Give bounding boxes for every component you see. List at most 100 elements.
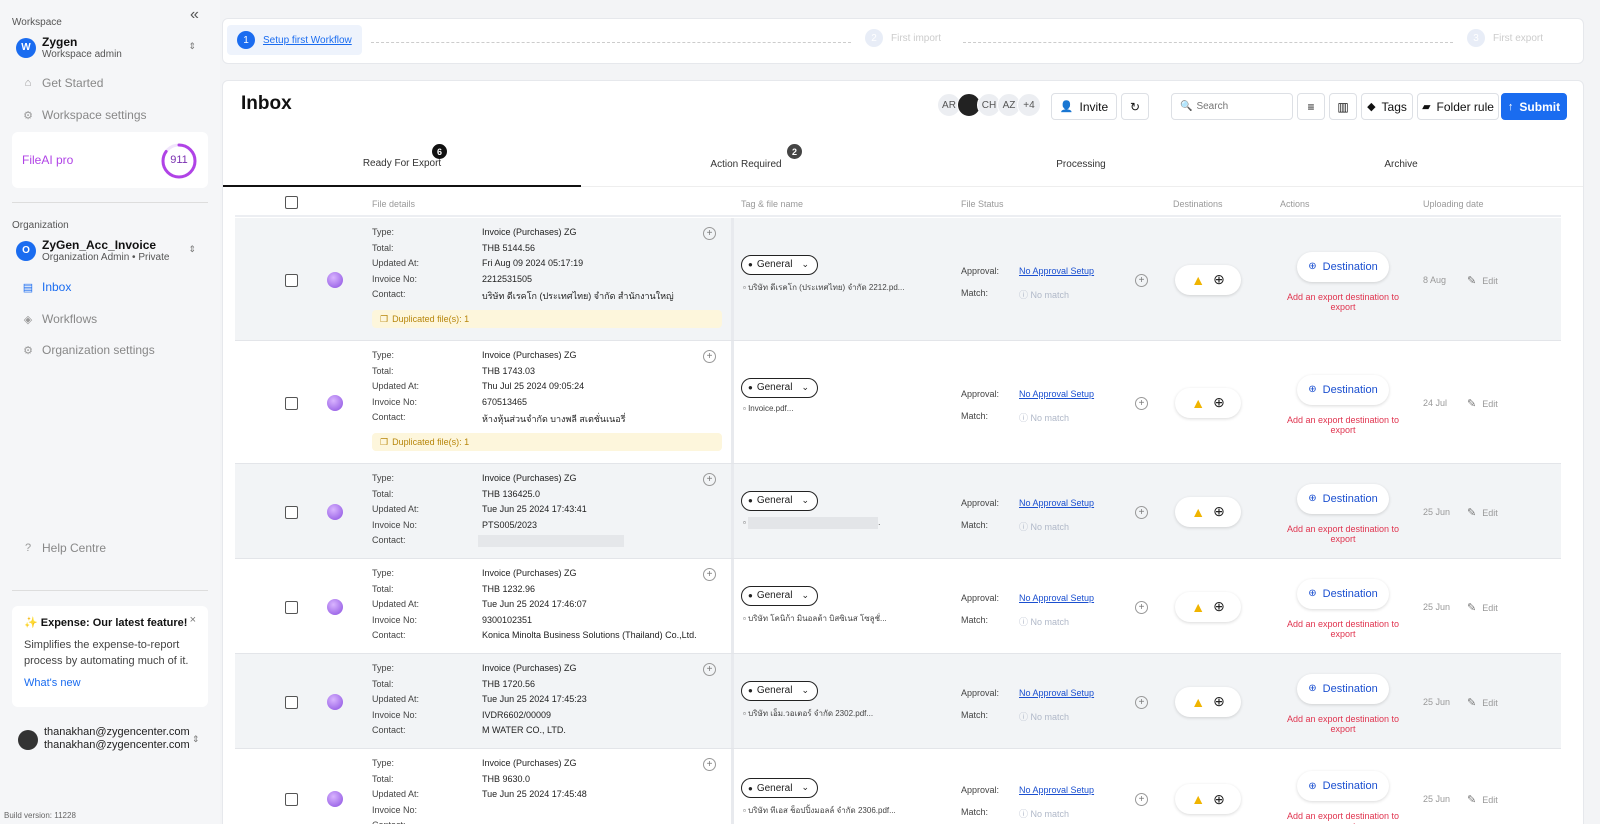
file-name[interactable]: ▫ . bbox=[743, 516, 881, 529]
field-label: Contact: bbox=[372, 630, 406, 640]
table-row[interactable]: Type: Invoice (Purchases) ZG Total: THB 172… bbox=[235, 654, 1561, 749]
destination-status[interactable]: ▲ ⊕ bbox=[1175, 496, 1241, 527]
add-circle-icon: ⊕ bbox=[1213, 598, 1225, 614]
edit-button[interactable]: ✎ Edit bbox=[1467, 274, 1498, 287]
user-menu[interactable]: thanakhan@zygencenter.com thanakhan@zyge… bbox=[18, 726, 208, 756]
no-approval-setup-link[interactable]: No Approval Setup bbox=[1019, 497, 1095, 508]
file-name[interactable]: ▫ บริษัท ดีเรคโก (ประเทศไทย) จำกัด 2212.… bbox=[743, 282, 905, 292]
table-row[interactable]: Type: Invoice (Purchases) ZG Total: THB 136… bbox=[235, 464, 1561, 559]
row-checkbox[interactable] bbox=[285, 695, 298, 709]
tab-archive[interactable]: Archive bbox=[1384, 158, 1418, 170]
add-destination-icon[interactable]: + bbox=[1135, 600, 1148, 614]
nav-inbox[interactable]: ▤ Inbox bbox=[22, 280, 72, 294]
select-all-checkbox[interactable] bbox=[285, 196, 298, 209]
destination-button[interactable]: ⊕ Destination bbox=[1297, 673, 1389, 704]
row-checkbox[interactable] bbox=[285, 600, 298, 614]
destination-button[interactable]: ⊕ Destination bbox=[1297, 578, 1389, 609]
destination-status[interactable]: ▲ ⊕ bbox=[1175, 264, 1241, 295]
pencil-icon: ✎ bbox=[1467, 794, 1477, 806]
field-contact: ห้างหุ้นส่วนจำกัด บางพลี สเตชั่นเนอรี่ bbox=[482, 414, 626, 424]
tags-button[interactable]: ◆ Tags bbox=[1361, 93, 1413, 120]
columns-button[interactable]: ▥ bbox=[1329, 93, 1357, 120]
destination-button[interactable]: ⊕ Destination bbox=[1297, 374, 1389, 405]
add-field-icon[interactable]: + bbox=[703, 568, 716, 581]
tag-select[interactable]: ● General ⌄ bbox=[741, 377, 818, 398]
add-destination-icon[interactable]: + bbox=[1135, 273, 1148, 287]
no-approval-setup-link[interactable]: No Approval Setup bbox=[1019, 785, 1095, 795]
tab-action-required[interactable]: Action Required 2 bbox=[581, 141, 911, 187]
destination-status[interactable]: ▲ ⊕ bbox=[1175, 686, 1241, 717]
destination-status[interactable]: ▲ ⊕ bbox=[1175, 387, 1241, 418]
add-destination-icon[interactable]: + bbox=[1135, 793, 1148, 806]
step-setup-workflow[interactable]: 1 Setup first Workflow bbox=[227, 25, 362, 55]
tag-select[interactable]: ● General ⌄ bbox=[741, 585, 818, 606]
file-name[interactable]: ▫ บริษัท ทีเอส ช็อปปิ้งมอลล์ จำกัด 2306.… bbox=[743, 806, 896, 815]
plan-card[interactable]: FileAI pro 911 bbox=[12, 132, 208, 188]
tag-select[interactable]: ● General ⌄ bbox=[741, 680, 818, 701]
nav-help-centre[interactable]: ? Help Centre bbox=[22, 541, 106, 555]
match-status: ⓘ No match bbox=[1019, 809, 1070, 819]
file-name[interactable]: ▫ Invoice.pdf... bbox=[743, 403, 794, 413]
no-approval-setup-link[interactable]: No Approval Setup bbox=[1019, 265, 1095, 276]
no-approval-setup-link[interactable]: No Approval Setup bbox=[1019, 388, 1095, 399]
add-field-icon[interactable]: + bbox=[703, 350, 716, 363]
table-row[interactable]: Type: Invoice (Purchases) ZG Total: THB 174… bbox=[235, 341, 1561, 464]
row-checkbox[interactable] bbox=[285, 396, 298, 410]
edit-button[interactable]: ✎ Edit bbox=[1467, 397, 1498, 410]
nav-get-started[interactable]: ⌂ Get Started bbox=[22, 76, 104, 90]
edit-button[interactable]: ✎ Edit bbox=[1467, 506, 1498, 519]
tab-ready-for-export[interactable]: Ready For Export 6 bbox=[223, 141, 581, 187]
tab-processing[interactable]: Processing bbox=[1056, 158, 1106, 170]
table-row[interactable]: Type: Invoice (Purchases) ZG Total: THB 514… bbox=[235, 218, 1561, 341]
workspace-role: Workspace admin bbox=[42, 49, 122, 60]
collapse-sidebar-icon[interactable]: « bbox=[190, 6, 199, 23]
tag-select[interactable]: ● General ⌄ bbox=[741, 254, 818, 275]
table-row[interactable]: Type: Invoice (Purchases) ZG Total: THB 123… bbox=[235, 559, 1561, 654]
nav-workflows[interactable]: ◈ Workflows bbox=[23, 312, 98, 326]
close-icon[interactable]: × bbox=[189, 614, 196, 626]
table-row[interactable]: Type: Invoice (Purchases) ZG Total: THB 963… bbox=[235, 749, 1561, 824]
duplicate-badge[interactable]: ❐ Duplicated file(s): 1 bbox=[372, 310, 722, 328]
add-field-icon[interactable]: + bbox=[703, 758, 716, 771]
row-checkbox[interactable] bbox=[285, 273, 298, 287]
whats-new-link[interactable]: What's new bbox=[24, 677, 81, 689]
nav-organization-settings[interactable]: ⚙ Organization settings bbox=[23, 343, 155, 357]
refresh-button[interactable]: ↻ bbox=[1121, 93, 1149, 120]
nav-workspace-settings[interactable]: ⚙ Workspace settings bbox=[23, 108, 147, 122]
duplicate-badge[interactable]: ❐ Duplicated file(s): 1 bbox=[372, 433, 722, 451]
filter-button[interactable]: ≡ bbox=[1297, 93, 1325, 120]
destination-button[interactable]: ⊕ Destination bbox=[1297, 483, 1389, 514]
search-input[interactable] bbox=[1196, 101, 1287, 112]
add-field-icon[interactable]: + bbox=[703, 663, 716, 676]
organization-switcher[interactable]: O ZyGen_Acc_Invoice Organization Admin •… bbox=[16, 238, 206, 263]
upload-icon: ↑ bbox=[1507, 100, 1514, 113]
destination-button[interactable]: ⊕ Destination bbox=[1297, 251, 1389, 282]
member-avatars[interactable]: AR CH AZ +4 bbox=[937, 93, 1041, 117]
add-destination-icon[interactable]: + bbox=[1135, 396, 1148, 410]
file-name[interactable]: ▫ บริษัท โคนิก้า มินอลต้า บิสซิเนส โซลูช… bbox=[743, 613, 887, 623]
folder-icon: ▰ bbox=[1422, 101, 1431, 113]
add-field-icon[interactable]: + bbox=[703, 473, 716, 486]
destination-button[interactable]: ⊕ Destination bbox=[1297, 771, 1389, 801]
folder-rule-button[interactable]: ▰ Folder rule bbox=[1417, 93, 1499, 120]
edit-button[interactable]: ✎ Edit bbox=[1467, 696, 1498, 709]
destination-status[interactable]: ▲ ⊕ bbox=[1175, 784, 1241, 814]
submit-button[interactable]: ↑ Submit bbox=[1501, 93, 1567, 120]
destination-status[interactable]: ▲ ⊕ bbox=[1175, 591, 1241, 622]
row-checkbox[interactable] bbox=[285, 505, 298, 519]
add-destination-icon[interactable]: + bbox=[1135, 505, 1148, 519]
edit-button[interactable]: ✎ Edit bbox=[1467, 794, 1498, 806]
edit-button[interactable]: ✎ Edit bbox=[1467, 601, 1498, 614]
no-approval-setup-link[interactable]: No Approval Setup bbox=[1019, 592, 1095, 603]
workspace-switcher[interactable]: W Zygen Workspace admin ⇕ bbox=[16, 35, 206, 60]
file-name[interactable]: ▫ บริษัท เอ็ม.วอเตอร์ จำกัด 2302.pdf... bbox=[743, 708, 874, 718]
add-field-icon[interactable]: + bbox=[703, 227, 716, 240]
tag-select[interactable]: ● General ⌄ bbox=[741, 490, 818, 511]
invite-button[interactable]: 👤 Invite bbox=[1051, 93, 1117, 120]
page-title: Inbox bbox=[241, 93, 292, 114]
tag-select[interactable]: ● General ⌄ bbox=[741, 778, 818, 798]
field-label: Total: bbox=[372, 583, 394, 594]
row-checkbox[interactable] bbox=[285, 793, 298, 806]
no-approval-setup-link[interactable]: No Approval Setup bbox=[1019, 687, 1095, 698]
add-destination-icon[interactable]: + bbox=[1135, 695, 1148, 709]
